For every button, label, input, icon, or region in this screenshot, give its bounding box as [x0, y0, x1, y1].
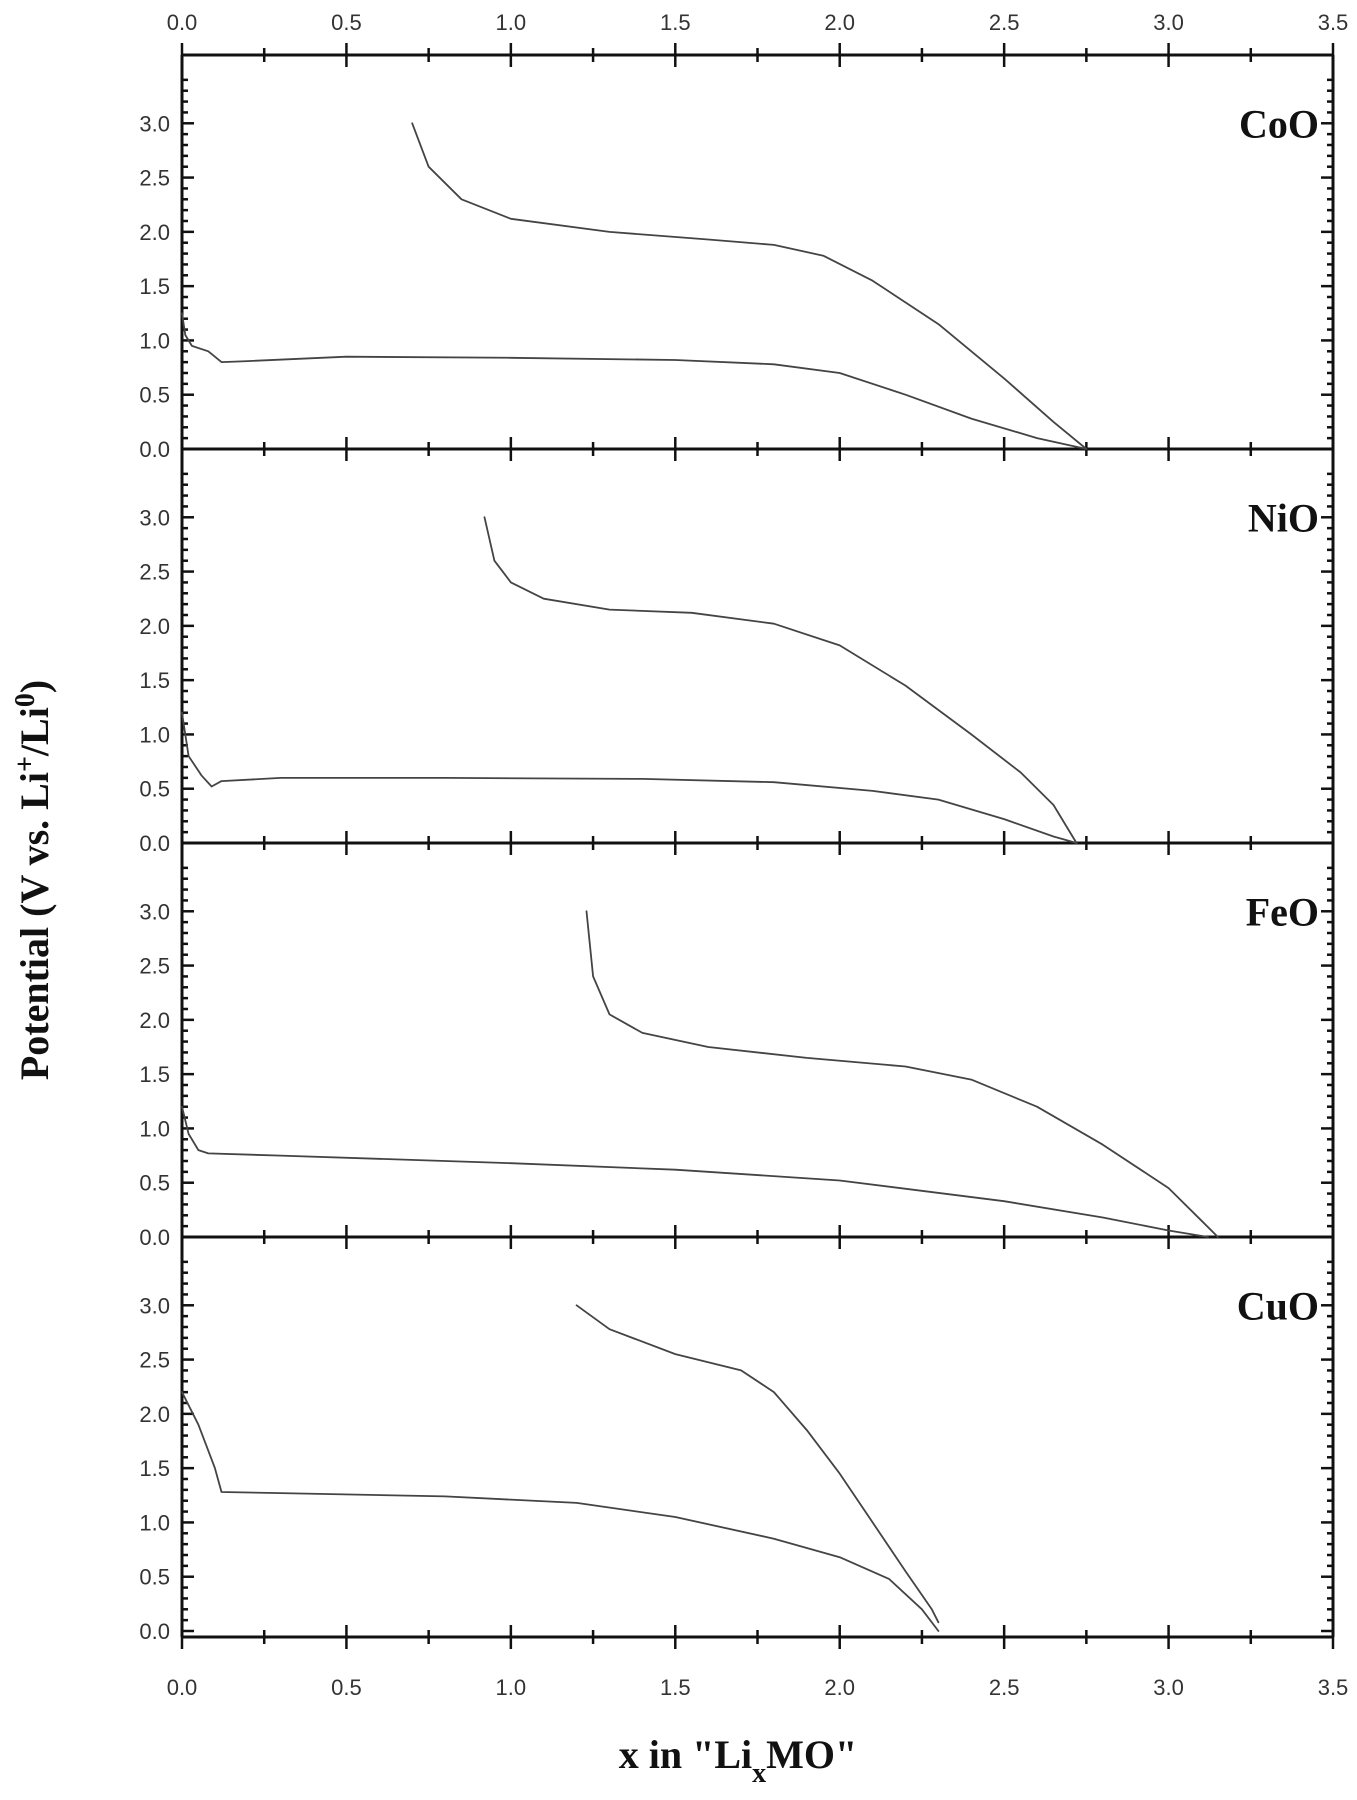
y-tick-label: 0.5 [139, 777, 170, 802]
x-tick-label-bottom: 2.0 [824, 1675, 855, 1700]
y-tick-label: 1.5 [139, 1062, 170, 1087]
y-tick-label: 0.5 [139, 1171, 170, 1196]
x-axis-title-prefix: x in "Li [619, 1732, 752, 1777]
x-tick-label-bottom: 1.5 [660, 1675, 691, 1700]
y-tick-label: 2.5 [139, 166, 170, 191]
y-tick-label: 0.0 [139, 1619, 170, 1644]
panel-label: FeO [1246, 889, 1319, 934]
y-tick-label: 2.5 [139, 560, 170, 585]
x-tick-label-bottom: 3.5 [1318, 1675, 1349, 1700]
series-charge-feo [585, 910, 1219, 1238]
y-tick-label: 0.0 [139, 831, 170, 856]
series-discharge-nio [181, 711, 1078, 844]
series-discharge-cuo [181, 1391, 940, 1632]
y-tick-label: 2.0 [139, 1008, 170, 1033]
series-discharge-coo [181, 312, 1088, 450]
y-axis-title-part: ) [12, 680, 57, 693]
y-axis-title-superscript: 0 [10, 693, 41, 707]
y-axis-title-superscript: + [10, 756, 41, 772]
y-tick-label: 1.5 [139, 1456, 170, 1481]
y-tick-label: 0.5 [139, 1565, 170, 1590]
y-tick-label: 3.0 [139, 111, 170, 136]
y-tick-label: 1.0 [139, 328, 170, 353]
panel-feo: 0.0 0.5 1.0 1.5 2.0 2.5 3.0 FeO [139, 866, 1333, 1250]
x-tick-label-top: 3.5 [1318, 10, 1349, 35]
x-tick-label-bottom: 2.5 [989, 1675, 1020, 1700]
y-tick-label: 3.0 [139, 505, 170, 530]
y-tick-label: 2.0 [139, 614, 170, 639]
y-tick-label: 0.0 [139, 1225, 170, 1250]
series-charge-cuo [575, 1304, 940, 1624]
panel-cuo: 0.0 0.5 1.0 1.5 2.0 2.5 3.0 CuO [139, 1260, 1333, 1644]
x-tick-label-bottom: 1.0 [496, 1675, 527, 1700]
y-tick-label: 0.5 [139, 383, 170, 408]
x-tick-label-top: 0.5 [331, 10, 362, 35]
x-tick-label-top: 3.0 [1153, 10, 1184, 35]
x-tick-label-top: 2.0 [824, 10, 855, 35]
x-axis-title: x in "LixMO" [619, 1732, 857, 1789]
x-tick-label-top: 1.5 [660, 10, 691, 35]
panel-coo: 0.0 0.5 1.0 1.5 2.0 2.5 3.0 CoO [139, 78, 1333, 462]
x-axis-title-subscript: x [752, 1758, 766, 1789]
x-tick-label-top: 2.5 [989, 10, 1020, 35]
y-tick-label: 3.0 [139, 899, 170, 924]
y-tick-label: 1.5 [139, 274, 170, 299]
y-tick-label: 2.5 [139, 1348, 170, 1373]
series-discharge-feo [181, 1105, 1209, 1238]
y-tick-label: 1.0 [139, 1116, 170, 1141]
panel-label: CuO [1237, 1283, 1319, 1328]
x-tick-label-top: 1.0 [496, 10, 527, 35]
y-axis-title-part: Potential (V vs. Li [12, 772, 57, 1080]
series-charge-nio [483, 516, 1078, 844]
y-axis-title: Potential (V vs. Li+/Li0) [10, 680, 57, 1080]
y-tick-label: 2.0 [139, 1402, 170, 1427]
y-tick-label: 0.0 [139, 437, 170, 462]
x-tick-label-top: 0.0 [167, 10, 198, 35]
panel-label: NiO [1248, 495, 1319, 540]
x-tick-label-bottom: 0.0 [167, 1675, 198, 1700]
y-axis-title-part: /Li [12, 707, 57, 757]
y-tick-label: 1.0 [139, 1510, 170, 1535]
y-tick-label: 1.5 [139, 668, 170, 693]
y-tick-label: 1.0 [139, 722, 170, 747]
y-tick-label: 3.0 [139, 1293, 170, 1318]
x-axis-title-suffix: MO" [766, 1732, 857, 1777]
x-tick-label-bottom: 3.0 [1153, 1675, 1184, 1700]
panel-nio: 0.0 0.5 1.0 1.5 2.0 2.5 3.0 NiO [139, 472, 1333, 856]
x-tick-label-bottom: 0.5 [331, 1675, 362, 1700]
y-tick-label: 2.0 [139, 220, 170, 245]
panel-label: CoO [1239, 101, 1319, 146]
y-tick-label: 2.5 [139, 954, 170, 979]
series-charge-coo [411, 122, 1088, 450]
